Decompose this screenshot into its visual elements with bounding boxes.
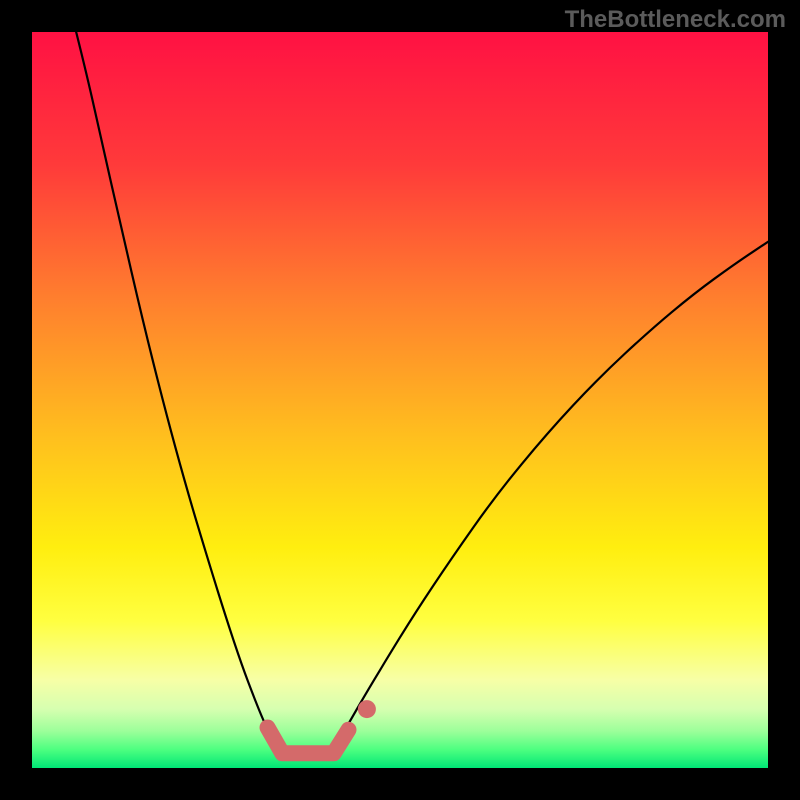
watermark-text: TheBottleneck.com: [565, 6, 786, 34]
gradient-background: [32, 32, 768, 768]
figure-root: TheBottleneck.com: [0, 0, 800, 800]
valley-marker-dot: [358, 700, 376, 718]
bottleneck-chart: [32, 32, 768, 768]
